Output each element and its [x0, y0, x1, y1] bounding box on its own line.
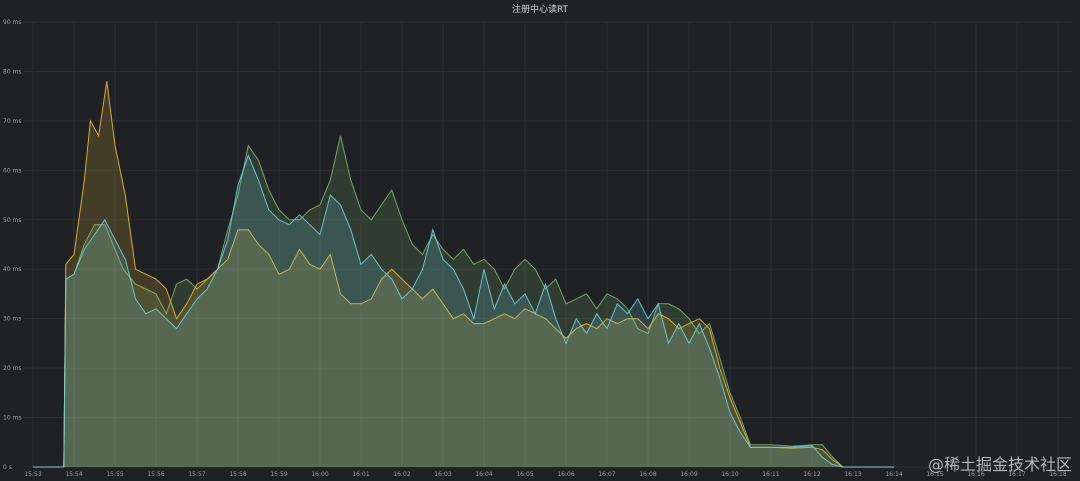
- x-tick-label: 15:55: [106, 471, 123, 478]
- y-tick-label: 20 ms: [3, 365, 22, 372]
- x-tick-label: 16:09: [680, 471, 697, 478]
- grid: [24, 21, 1072, 468]
- x-tick-label: 16:04: [475, 471, 492, 478]
- y-tick-label: 70 ms: [3, 118, 22, 125]
- x-tick-label: 16:12: [803, 471, 820, 478]
- y-axis: 0 s 10 ms 20 ms 30 ms 40 ms 50 ms 60 ms 70 ms 80…: [3, 19, 22, 471]
- chart-title: 注册中心读RT: [511, 5, 569, 15]
- x-tick-label: 16:15: [926, 471, 943, 478]
- x-tick-label: 16:05: [516, 471, 533, 478]
- y-tick-label: 60 ms: [3, 167, 22, 174]
- x-tick-label: 16:17: [1008, 471, 1025, 478]
- y-tick-label: 80 ms: [3, 68, 22, 75]
- x-axis: 15:53 15:54 15:55 15:56 15:57 15:58 15:59 16:00…: [24, 471, 1066, 478]
- x-tick-label: 16:02: [393, 471, 410, 478]
- x-tick-label: 16:06: [557, 471, 574, 478]
- x-tick-label: 16:08: [639, 471, 656, 478]
- x-tick-label: 15:58: [229, 471, 246, 478]
- series-area-0: [33, 135, 894, 467]
- series-line-0: [33, 135, 894, 468]
- series-area-1: [33, 81, 894, 468]
- y-tick-label: 30 ms: [3, 316, 22, 323]
- x-tick-label: 15:57: [188, 471, 205, 478]
- x-tick-label: 15:59: [270, 471, 287, 478]
- x-tick-label: 16:11: [762, 471, 779, 478]
- series-line-1: [33, 81, 894, 468]
- x-tick-label: 15:53: [24, 471, 41, 478]
- y-tick-label: 50 ms: [3, 217, 22, 224]
- x-tick-label: 16:00: [311, 471, 328, 478]
- series-line-2: [33, 154, 894, 468]
- y-tick-label: 40 ms: [3, 266, 22, 273]
- x-tick-label: 16:01: [352, 471, 369, 478]
- x-tick-label: 16:07: [598, 471, 615, 478]
- series-area-2: [33, 155, 894, 467]
- watermark: @稀土掘金技术社区: [927, 455, 1072, 474]
- x-tick-label: 16:03: [434, 471, 451, 478]
- x-tick-label: 16:16: [967, 471, 984, 478]
- x-tick-label: 16:10: [721, 471, 738, 478]
- x-tick-label: 16:13: [844, 471, 861, 478]
- x-tick-label: 16:18: [1049, 471, 1066, 478]
- y-tick-label: 0 s: [3, 464, 12, 471]
- x-tick-label: 16:14: [885, 471, 902, 478]
- x-tick-label: 15:54: [65, 471, 82, 478]
- series-group: [33, 81, 894, 468]
- y-tick-label: 90 ms: [3, 19, 22, 26]
- y-tick-label: 10 ms: [3, 415, 22, 422]
- x-tick-label: 15:56: [147, 471, 164, 478]
